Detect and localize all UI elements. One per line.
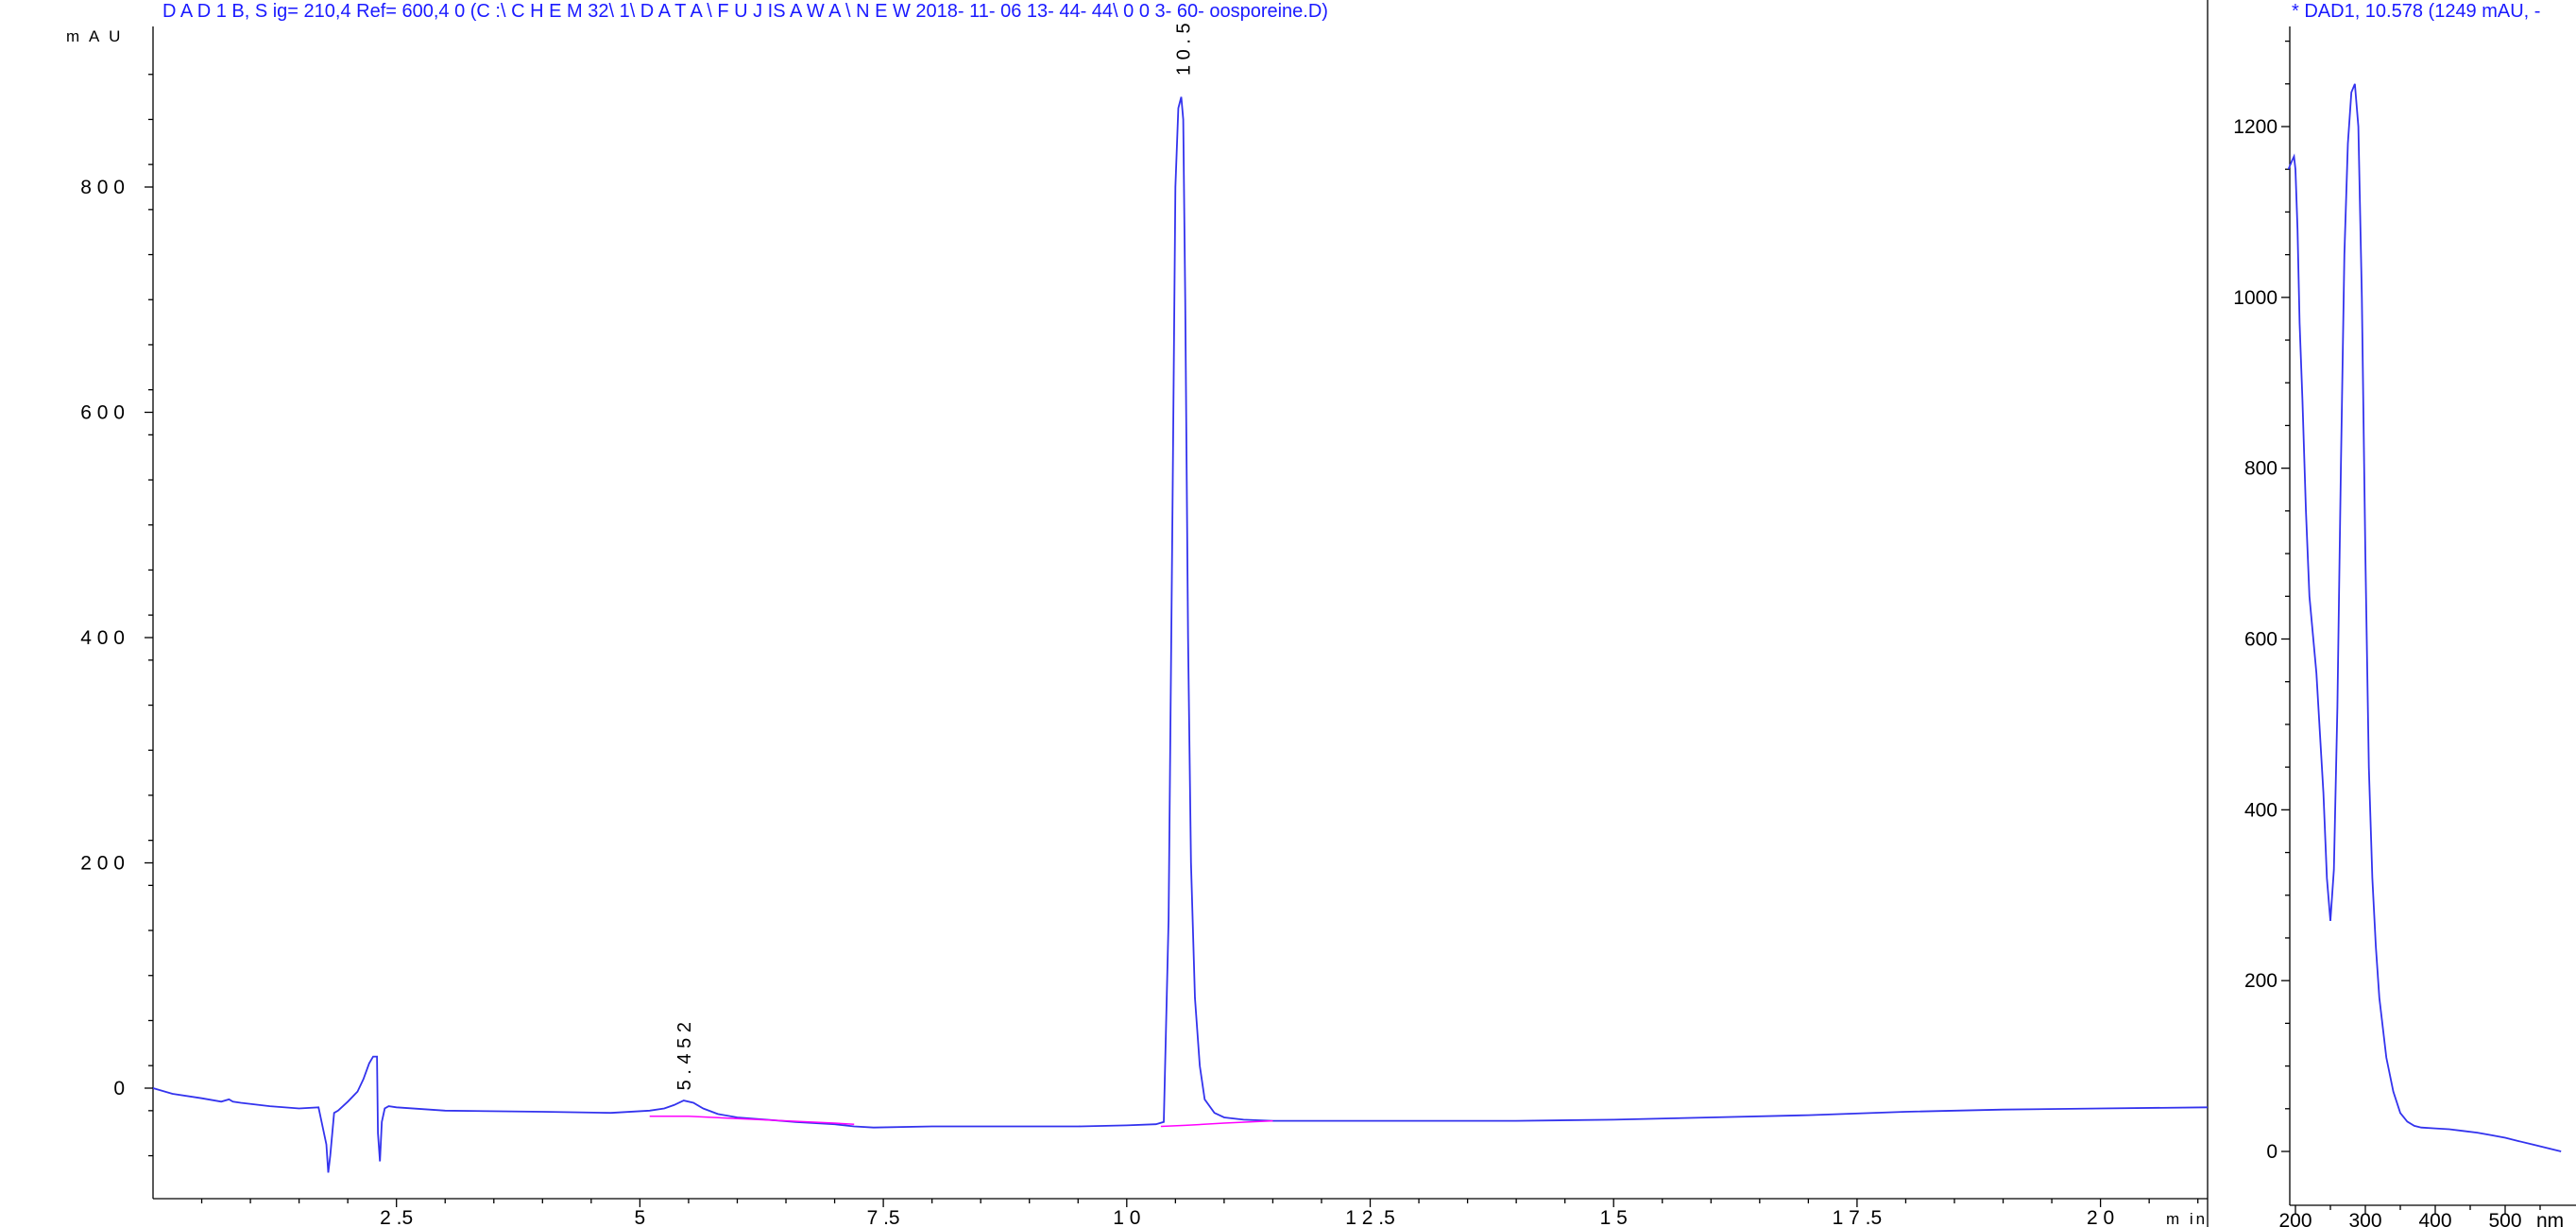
x-axis-unit-label: m in	[2166, 1210, 2208, 1227]
x-tick-label: 1 5	[1600, 1207, 1628, 1227]
spectrum-y-tick-label: 800	[2244, 458, 2277, 480]
baseline-segment	[649, 1116, 855, 1125]
peak-retention-label: 5 . 4 5 2	[674, 1022, 695, 1090]
x-tick-label: 5	[635, 1207, 646, 1227]
spectrum-x-tick-label: 300	[2348, 1210, 2381, 1227]
y-tick-label: 4 0 0	[80, 627, 125, 649]
y-tick-label: 6 0 0	[80, 402, 125, 424]
x-tick-label: 2 0	[2087, 1207, 2114, 1227]
spectrum-y-tick-label: 200	[2244, 970, 2277, 992]
spectrum-x-tick-label: 200	[2278, 1210, 2312, 1227]
y-tick-label: 8 0 0	[80, 177, 125, 198]
spectrum-trace-line	[2287, 83, 2562, 1152]
x-tick-label: 1 7 .5	[1833, 1207, 1883, 1227]
spectrum-x-unit-label: nm	[2536, 1210, 2564, 1227]
y-tick-label: 0	[113, 1078, 125, 1099]
spectrum-x-axis-ticks: 200 300 400 500	[2278, 1205, 2541, 1227]
spectrum-x-tick-label: 400	[2418, 1210, 2451, 1227]
x-tick-label: 1 0	[1113, 1207, 1140, 1227]
y-axis-ticks: 0 2 0 0 4 0 0 6 0 0 8 0 0	[80, 74, 153, 1157]
spectrum-y-tick-label: 1000	[2233, 287, 2277, 309]
peak-labels: 5 . 4 5 2 1 0 . 5	[674, 23, 1194, 1090]
y-axis-unit-label: m A U	[66, 27, 123, 45]
spectrum-trace	[2287, 83, 2562, 1152]
spectrum-x-tick-label: 500	[2488, 1210, 2521, 1227]
spectrum-y-tick-label: 600	[2244, 629, 2277, 651]
y-tick-label: 2 0 0	[80, 853, 125, 875]
baseline-segment	[1160, 1119, 1273, 1128]
x-tick-label: 7 .5	[867, 1207, 900, 1227]
uv-spectrum-panel: * DAD1, 10.578 (1249 mAU, - nm 0 200 400 60…	[2233, 1, 2576, 1227]
chromatogram-title: D A D 1 B, S ig= 210,4 Ref= 600,4 0 (C :…	[162, 1, 1328, 22]
chromatogram-panel: D A D 1 B, S ig= 210,4 Ref= 600,4 0 (C :…	[66, 0, 2209, 1227]
spectrum-y-tick-label: 1200	[2233, 116, 2277, 138]
signal-trace	[152, 96, 2209, 1173]
peak-retention-label: 1 0 . 5	[1173, 23, 1194, 76]
spectrum-y-tick-label: 400	[2244, 799, 2277, 821]
spectrum-y-axis-ticks: 0 200 400 600 800 1000 1200	[2233, 40, 2290, 1163]
x-tick-label: 2 .5	[380, 1207, 413, 1227]
x-axis-ticks: 2 .5 5 7 .5 1 0 1 2 .5 1 5 1 7 .5 2 0	[200, 1199, 2199, 1227]
chromatogram-traces	[152, 96, 2209, 1173]
x-tick-label: 1 2 .5	[1345, 1207, 1395, 1227]
spectrum-title: * DAD1, 10.578 (1249 mAU, -	[2292, 1, 2540, 22]
spectrum-y-tick-label: 0	[2266, 1141, 2277, 1163]
